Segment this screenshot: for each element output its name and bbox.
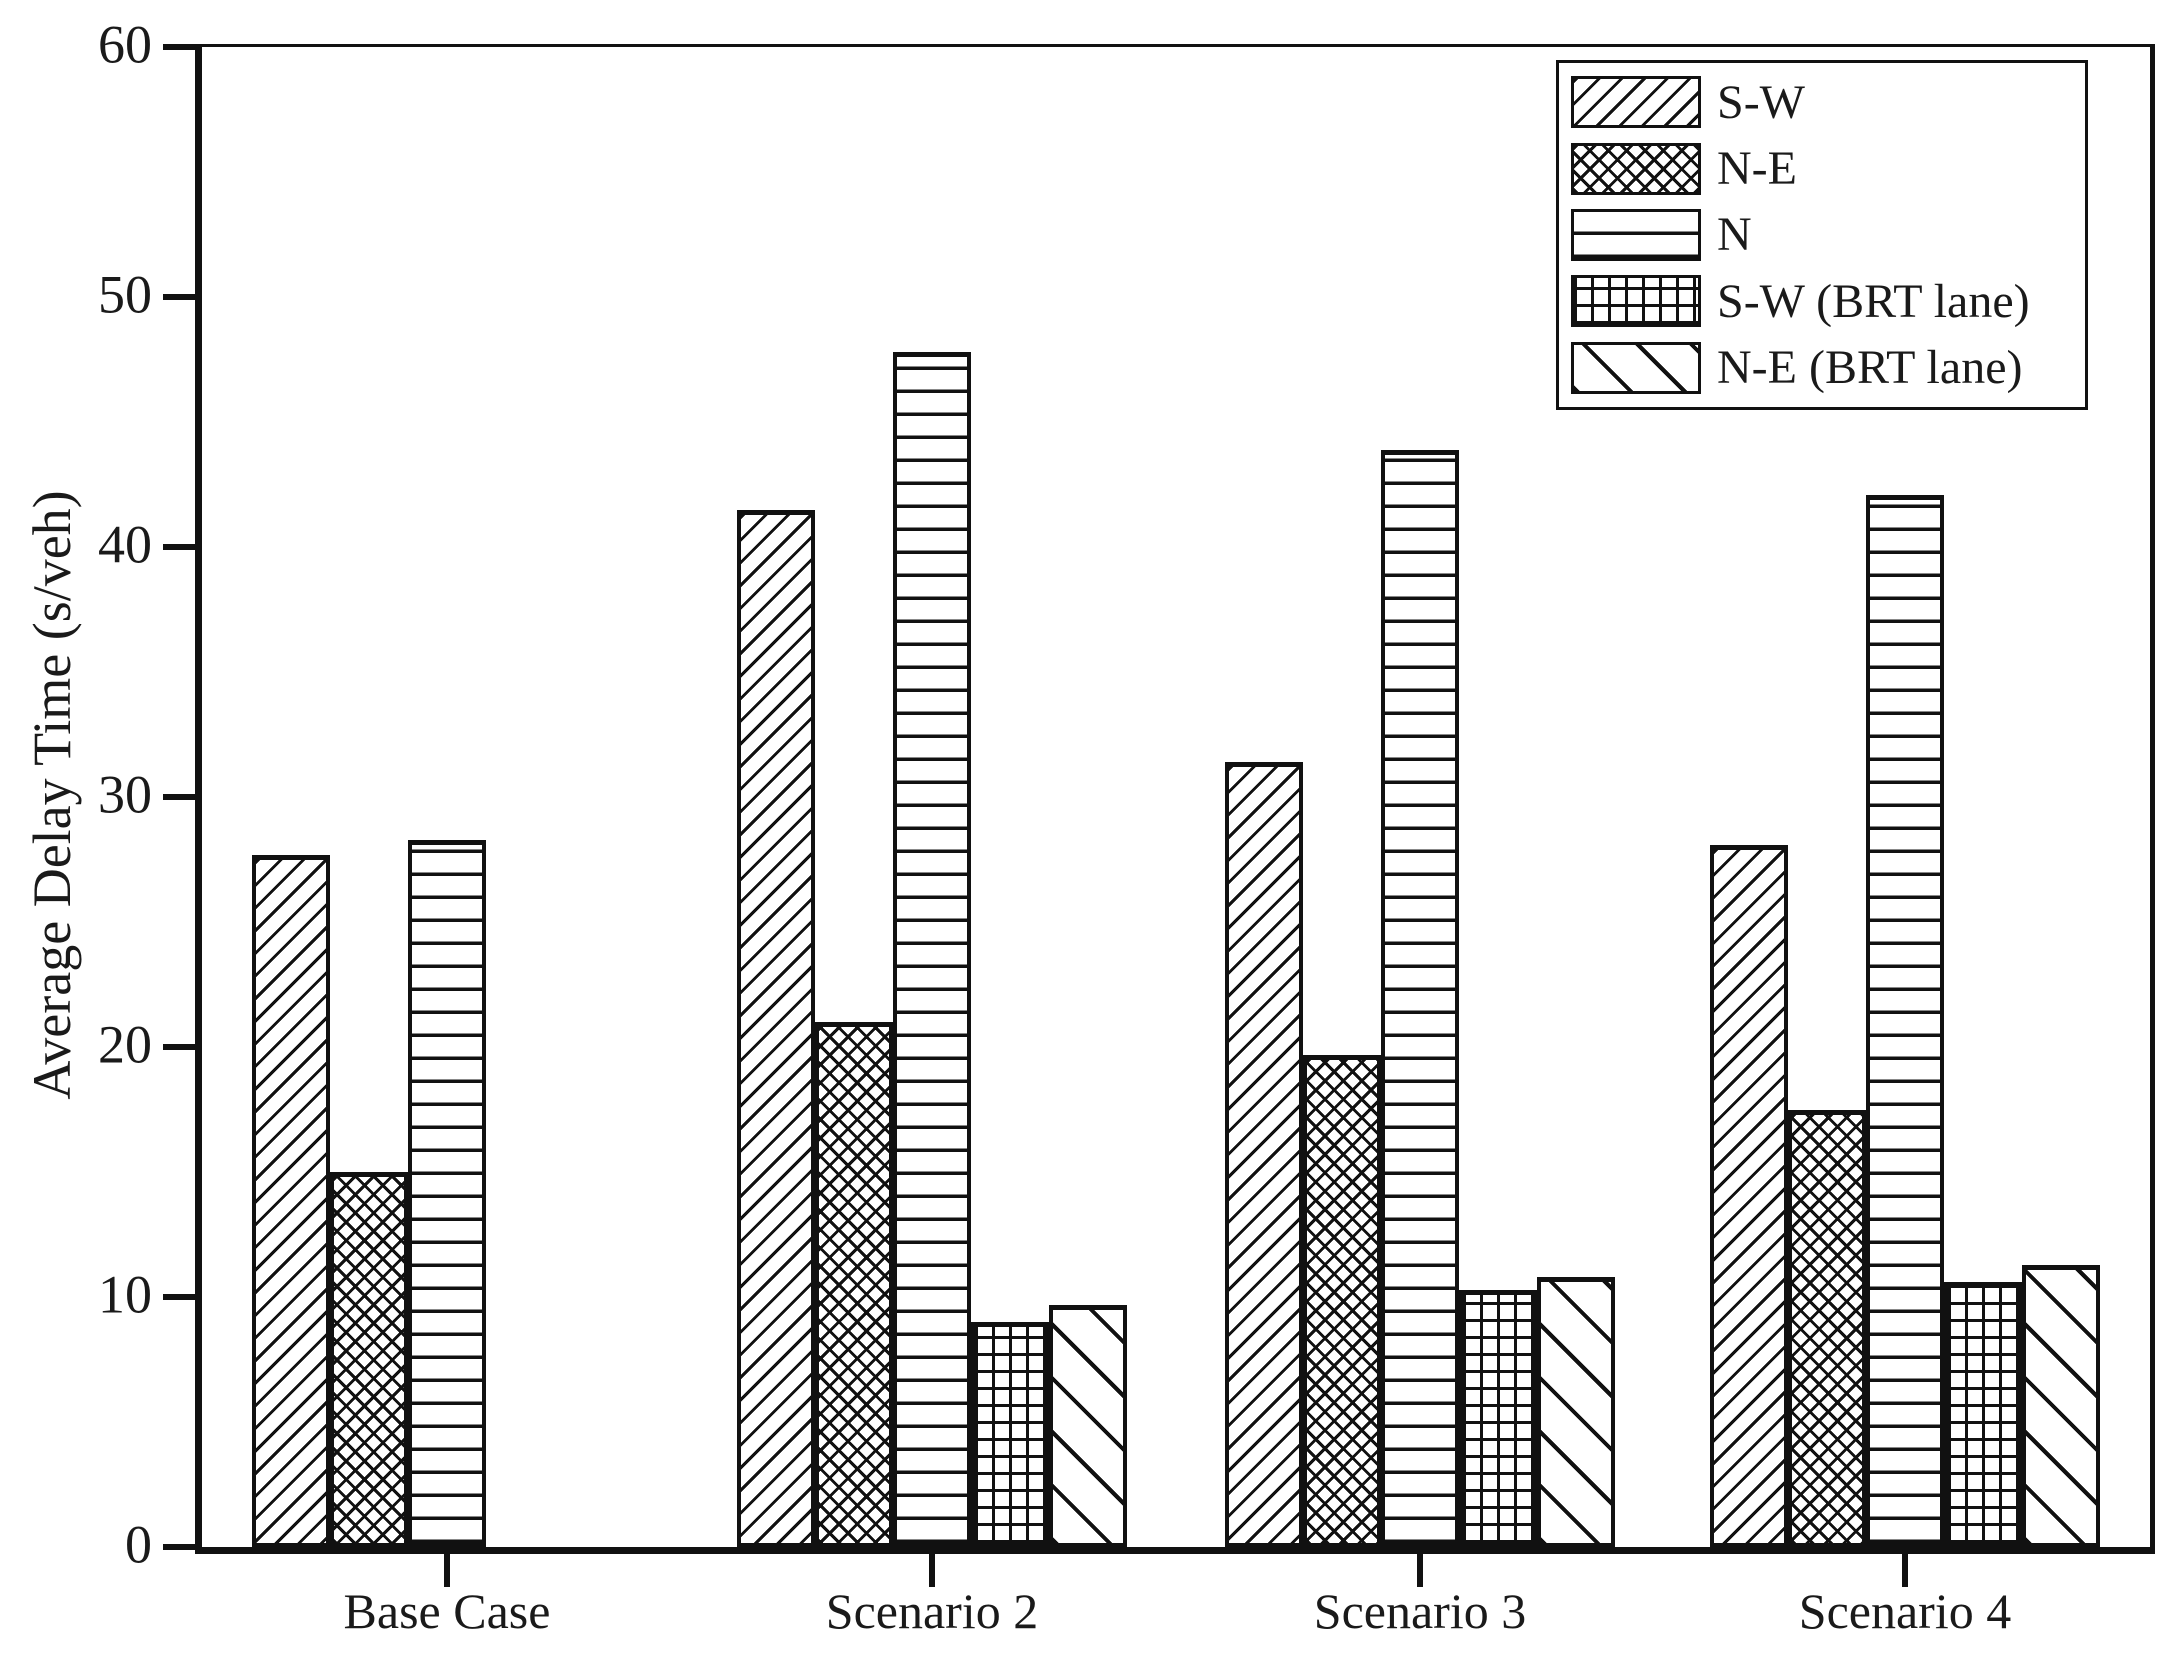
y-tick-30	[163, 794, 195, 800]
y-tick-40	[163, 544, 195, 550]
y-tick-label-10: 10	[98, 1264, 152, 1325]
legend: S-W N-E N S-W (BRT lane) N-E (BRT lane)	[1556, 60, 2088, 410]
bar-s-w-brt-lane--scenario-4	[1944, 1282, 2022, 1547]
x-tick-label-base-case: Base Case	[343, 1583, 551, 1639]
bar-s-w-brt-lane--scenario-2	[971, 1322, 1049, 1547]
bar-s-w-brt-lane--scenario-3	[1459, 1289, 1537, 1547]
bar-n-e-base-case	[330, 1172, 408, 1547]
legend-label: N-E	[1717, 142, 1797, 196]
y-tick-label-20: 20	[98, 1014, 152, 1075]
bar-n-e-brt-lane--scenario-3	[1537, 1277, 1615, 1547]
bar-s-w-base-case	[252, 854, 330, 1547]
legend-label: S-W	[1717, 75, 1805, 129]
bar-n-base-case	[408, 839, 486, 1547]
bar-n-scenario-4	[1866, 494, 1944, 1547]
bar-n-e-scenario-3	[1303, 1054, 1381, 1547]
y-tick-60	[163, 44, 195, 50]
y-tick-label-30: 30	[98, 764, 152, 825]
bar-s-w-scenario-4	[1710, 844, 1788, 1547]
y-tick-label-40: 40	[98, 514, 152, 575]
x-tick-2	[929, 1551, 935, 1587]
y-tick-label-60: 60	[98, 14, 152, 75]
x-tick-label-scenario-2: Scenario 2	[825, 1583, 1039, 1639]
y-tick-50	[163, 294, 195, 300]
legend-label: S-W (BRT lane)	[1717, 274, 2030, 328]
legend-swatch-diag-up-icon	[1571, 76, 1701, 129]
y-tick-20	[163, 1044, 195, 1050]
legend-label: N	[1717, 208, 1752, 262]
bar-n-e-scenario-4	[1788, 1109, 1866, 1547]
bar-n-scenario-2	[893, 352, 971, 1547]
legend-swatch-horizontal-icon	[1571, 208, 1701, 261]
x-tick-1	[444, 1551, 450, 1587]
bar-n-e-brt-lane--scenario-2	[1049, 1304, 1127, 1547]
bar-n-scenario-3	[1381, 449, 1459, 1547]
bar-n-e-brt-lane--scenario-4	[2022, 1264, 2100, 1547]
bar-s-w-scenario-3	[1225, 762, 1303, 1547]
legend-item-ne-brt: N-E (BRT lane)	[1571, 340, 2073, 395]
y-tick-0	[163, 1544, 195, 1550]
x-tick-3	[1417, 1551, 1423, 1587]
legend-item-sw: S-W	[1571, 75, 2073, 130]
legend-item-ne: N-E	[1571, 141, 2073, 196]
legend-swatch-diag-down-icon	[1571, 341, 1701, 394]
y-tick-10	[163, 1294, 195, 1300]
x-tick-label-scenario-4: Scenario 4	[1798, 1583, 2012, 1639]
legend-item-sw-brt: S-W (BRT lane)	[1571, 274, 2073, 329]
legend-swatch-crosshatch-icon	[1571, 142, 1701, 195]
legend-item-n: N	[1571, 207, 2073, 262]
legend-swatch-grid-icon	[1571, 275, 1701, 328]
x-tick-4	[1902, 1551, 1908, 1587]
x-tick-label-scenario-3: Scenario 3	[1313, 1583, 1527, 1639]
bar-s-w-scenario-2	[737, 509, 815, 1547]
bar-n-e-scenario-2	[815, 1022, 893, 1547]
y-tick-label-50: 50	[98, 264, 152, 325]
y-tick-label-0: 0	[125, 1514, 152, 1575]
legend-label: N-E (BRT lane)	[1717, 341, 2023, 395]
